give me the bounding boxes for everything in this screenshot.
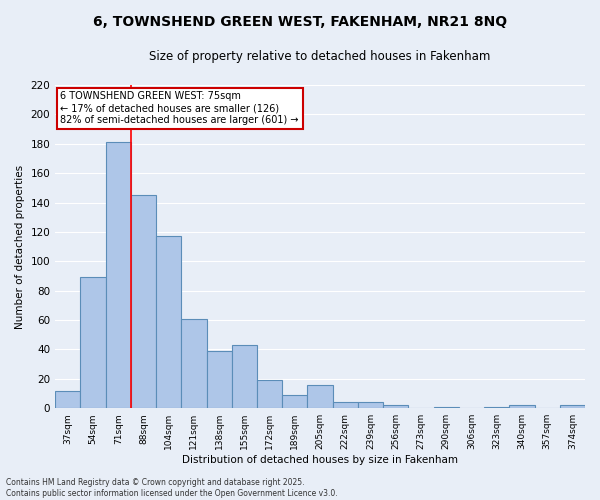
Bar	[55, 390, 80, 408]
Bar	[131, 195, 156, 408]
Text: 6, TOWNSHEND GREEN WEST, FAKENHAM, NR21 8NQ: 6, TOWNSHEND GREEN WEST, FAKENHAM, NR21 …	[93, 15, 507, 29]
Bar	[181, 318, 206, 408]
Bar	[358, 402, 383, 408]
Bar	[560, 406, 585, 408]
Bar	[156, 236, 181, 408]
Title: Size of property relative to detached houses in Fakenham: Size of property relative to detached ho…	[149, 50, 491, 63]
Bar	[232, 345, 257, 408]
Text: Contains HM Land Registry data © Crown copyright and database right 2025.
Contai: Contains HM Land Registry data © Crown c…	[6, 478, 338, 498]
Bar	[434, 406, 459, 408]
X-axis label: Distribution of detached houses by size in Fakenham: Distribution of detached houses by size …	[182, 455, 458, 465]
Y-axis label: Number of detached properties: Number of detached properties	[15, 164, 25, 328]
Bar	[206, 351, 232, 408]
Text: 6 TOWNSHEND GREEN WEST: 75sqm
← 17% of detached houses are smaller (126)
82% of : 6 TOWNSHEND GREEN WEST: 75sqm ← 17% of d…	[61, 92, 299, 124]
Bar	[509, 406, 535, 408]
Bar	[257, 380, 282, 408]
Bar	[332, 402, 358, 408]
Bar	[307, 384, 332, 408]
Bar	[282, 395, 307, 408]
Bar	[80, 278, 106, 408]
Bar	[484, 406, 509, 408]
Bar	[383, 406, 409, 408]
Bar	[106, 142, 131, 408]
